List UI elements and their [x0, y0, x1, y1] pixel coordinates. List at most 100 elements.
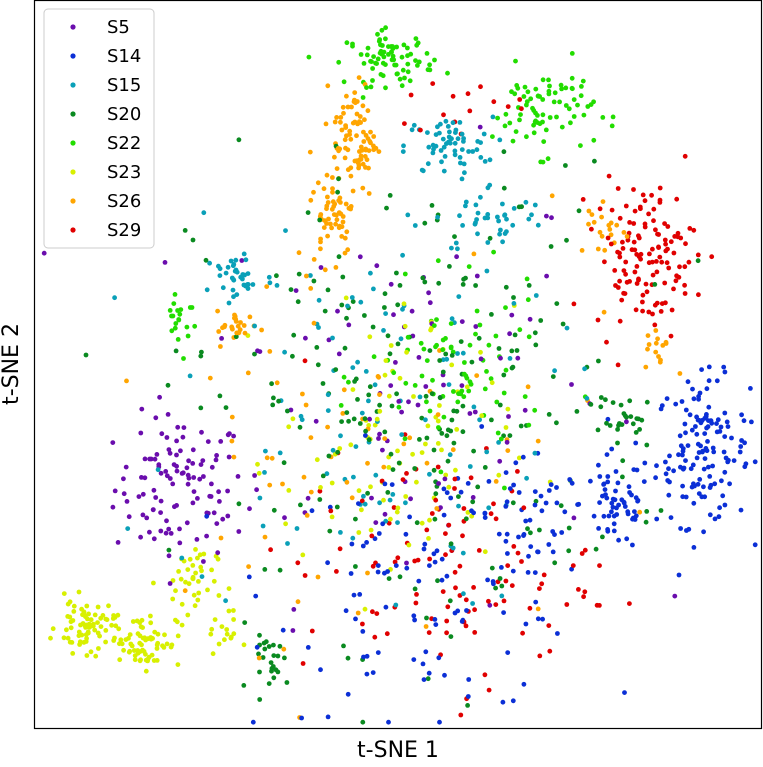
scatter-point-s26 [355, 121, 360, 127]
scatter-point-s20 [394, 391, 399, 397]
scatter-point-s29 [580, 197, 586, 202]
scatter-point-s29 [395, 555, 401, 561]
scatter-point-s22 [397, 76, 403, 82]
scatter-point-s22 [383, 62, 388, 67]
scatter-point-s29 [452, 486, 457, 491]
scatter-point-s5 [396, 399, 402, 404]
scatter-point-s22 [405, 69, 411, 75]
scatter-point-s22 [531, 130, 537, 136]
scatter-point-s14 [605, 479, 611, 485]
scatter-point-s15 [452, 140, 458, 146]
scatter-point-s15 [393, 602, 399, 608]
scatter-point-s22 [445, 70, 450, 76]
scatter-point-s22 [503, 111, 509, 117]
scatter-point-s5 [163, 469, 169, 474]
scatter-point-s29 [636, 277, 641, 283]
scatter-point-s29 [570, 563, 576, 568]
scatter-point-s23 [201, 551, 207, 557]
scatter-point-s15 [474, 147, 480, 153]
scatter-point-s15 [498, 227, 503, 233]
scatter-point-s29 [386, 520, 392, 526]
scatter-point-s20 [437, 358, 443, 363]
y-axis-label: t-SNE 2 [0, 323, 24, 405]
scatter-point-s22 [402, 436, 408, 442]
scatter-point-s20 [610, 400, 616, 405]
scatter-point-s22 [361, 61, 367, 66]
scatter-point-s20 [499, 583, 505, 589]
scatter-point-s22 [378, 42, 383, 48]
scatter-point-s15 [473, 202, 479, 208]
scatter-point-s22 [391, 57, 397, 63]
scatter-point-s5 [209, 481, 214, 487]
scatter-point-s15 [456, 503, 461, 509]
scatter-point-s22 [401, 42, 407, 48]
scatter-point-s22 [176, 317, 182, 323]
scatter-point-s15 [252, 323, 257, 329]
scatter-point-s22 [488, 376, 494, 382]
scatter-point-s20 [295, 299, 301, 305]
scatter-point-s22 [192, 323, 198, 329]
scatter-point-s23 [116, 626, 122, 632]
scatter-point-s29 [638, 251, 644, 257]
scatter-point-s23 [401, 301, 407, 307]
scatter-point-s20 [620, 458, 626, 464]
scatter-point-s23 [366, 423, 372, 428]
scatter-point-s26 [330, 186, 335, 192]
scatter-point-s23 [231, 617, 237, 622]
scatter-point-s14 [706, 364, 712, 370]
scatter-point-s23 [446, 484, 452, 490]
scatter-point-s14 [616, 537, 621, 543]
scatter-point-s22 [432, 57, 437, 63]
scatter-point-s26 [350, 120, 356, 126]
scatter-point-s14 [444, 490, 450, 496]
scatter-point-s29 [579, 551, 585, 556]
scatter-point-s20 [344, 410, 350, 415]
scatter-point-s23 [168, 644, 174, 650]
scatter-point-s15 [446, 382, 452, 387]
scatter-point-s14 [501, 610, 506, 615]
scatter-point-s15 [353, 444, 359, 449]
scatter-point-s20 [630, 421, 636, 427]
scatter-point-s26 [259, 327, 264, 333]
scatter-point-s20 [496, 346, 502, 351]
scatter-point-s26 [586, 221, 591, 227]
scatter-point-s22 [383, 85, 388, 91]
scatter-point-s15 [187, 373, 193, 379]
scatter-point-s20 [566, 548, 572, 554]
scatter-point-s26 [322, 267, 328, 273]
scatter-point-s14 [416, 578, 422, 584]
scatter-point-s26 [232, 314, 238, 319]
scatter-point-s22 [461, 371, 467, 377]
legend-label-s29: S29 [107, 220, 141, 241]
scatter-point-s29 [657, 200, 663, 205]
scatter-point-s22 [610, 114, 616, 120]
scatter-point-s23 [314, 457, 320, 463]
scatter-point-s29 [505, 563, 511, 568]
scatter-point-s20 [353, 376, 359, 382]
scatter-point-s20 [389, 403, 395, 409]
scatter-point-s29 [460, 533, 465, 539]
scatter-point-s14 [710, 445, 716, 451]
scatter-point-s22 [545, 156, 551, 162]
plot-frame [33, 0, 763, 730]
scatter-point-s26 [677, 371, 683, 376]
scatter-point-s29 [654, 269, 660, 275]
scatter-point-s15 [435, 214, 440, 220]
scatter-point-s22 [559, 124, 565, 130]
scatter-point-s23 [175, 662, 181, 667]
scatter-point-s5 [194, 537, 200, 542]
scatter-point-s29 [541, 572, 547, 578]
scatter-point-s22 [386, 52, 391, 57]
scatter-point-s23 [77, 639, 83, 645]
scatter-point-s5 [158, 470, 164, 476]
scatter-point-s26 [311, 189, 316, 195]
scatter-point-s23 [419, 520, 425, 526]
scatter-point-s14 [697, 477, 703, 482]
scatter-point-s5 [459, 319, 465, 324]
scatter-point-s14 [554, 500, 560, 506]
scatter-point-s23 [115, 612, 121, 618]
scatter-point-s5 [672, 593, 678, 599]
scatter-point-s23 [143, 657, 149, 663]
scatter-point-s26 [315, 574, 321, 580]
scatter-point-s5 [138, 534, 144, 540]
